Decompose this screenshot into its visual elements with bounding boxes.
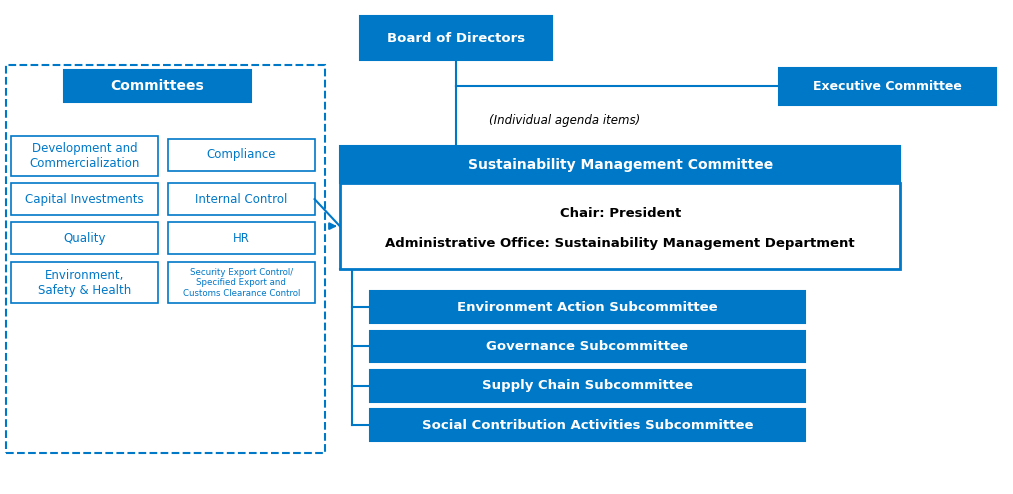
FancyBboxPatch shape [168,262,315,303]
Text: Committees: Committees [110,79,205,93]
Text: Development and
Commercialization: Development and Commercialization [29,142,140,170]
Text: Governance Subcommittee: Governance Subcommittee [486,340,688,353]
FancyBboxPatch shape [370,409,804,441]
FancyBboxPatch shape [360,16,552,60]
Text: Chair: President: Chair: President [559,206,681,220]
Text: Sustainability Management Committee: Sustainability Management Committee [468,158,773,172]
Text: Executive Committee: Executive Committee [813,80,962,92]
Text: Compliance: Compliance [207,148,277,162]
Text: (Individual agenda items): (Individual agenda items) [489,114,640,127]
Text: Administrative Office: Sustainability Management Department: Administrative Office: Sustainability Ma… [385,237,855,250]
FancyBboxPatch shape [64,70,251,102]
FancyBboxPatch shape [11,183,158,215]
FancyBboxPatch shape [168,183,315,215]
Text: Environment Action Subcommittee: Environment Action Subcommittee [457,301,717,314]
FancyBboxPatch shape [168,222,315,254]
FancyBboxPatch shape [779,68,997,105]
Text: Security Export Control/
Specified Export and
Customs Clearance Control: Security Export Control/ Specified Expor… [182,268,300,297]
FancyBboxPatch shape [339,146,901,183]
FancyBboxPatch shape [11,222,158,254]
Text: Quality: Quality [64,232,106,245]
Text: Board of Directors: Board of Directors [387,32,525,45]
Text: Environment,
Safety & Health: Environment, Safety & Health [38,269,132,296]
FancyBboxPatch shape [370,370,804,402]
FancyBboxPatch shape [339,183,901,269]
Text: Capital Investments: Capital Investments [25,193,144,206]
Text: Supply Chain Subcommittee: Supply Chain Subcommittee [482,379,693,392]
FancyBboxPatch shape [370,330,804,363]
Text: Internal Control: Internal Control [196,193,288,206]
FancyBboxPatch shape [370,291,804,323]
Text: Social Contribution Activities Subcommittee: Social Contribution Activities Subcommit… [421,418,753,432]
FancyBboxPatch shape [11,262,158,303]
FancyBboxPatch shape [11,136,158,176]
Text: HR: HR [233,232,250,245]
FancyBboxPatch shape [168,139,315,171]
